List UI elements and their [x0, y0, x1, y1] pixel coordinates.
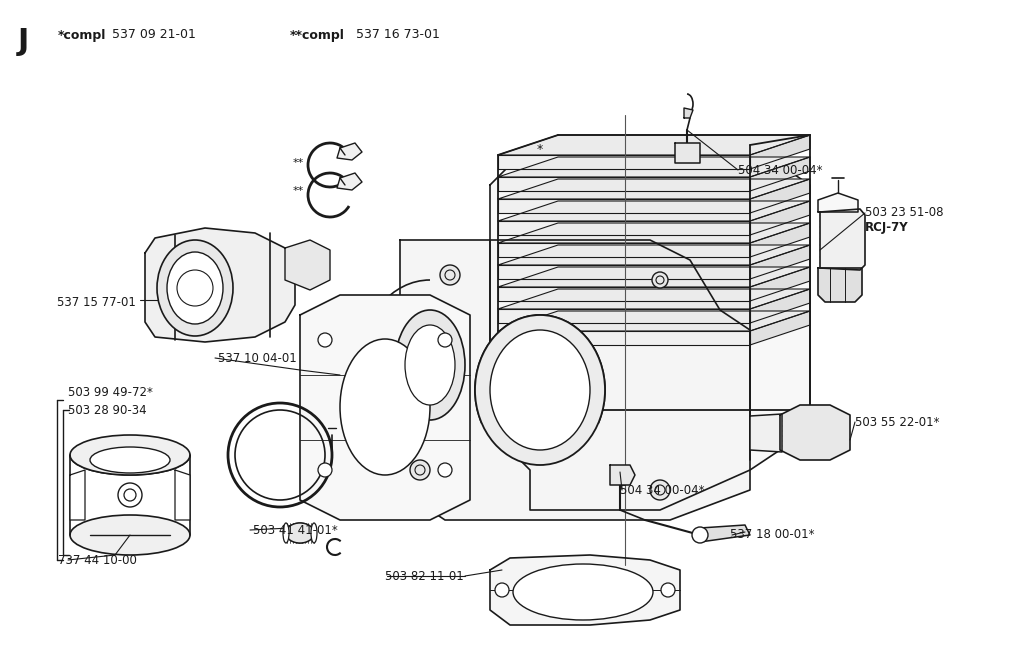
Circle shape: [650, 480, 670, 500]
Ellipse shape: [283, 523, 289, 543]
Polygon shape: [490, 555, 680, 625]
Polygon shape: [818, 193, 858, 212]
Polygon shape: [750, 179, 810, 213]
Text: *: *: [537, 143, 544, 157]
Polygon shape: [175, 470, 190, 520]
Ellipse shape: [406, 325, 455, 405]
Circle shape: [118, 483, 142, 507]
Polygon shape: [750, 267, 810, 301]
Polygon shape: [780, 405, 850, 460]
Text: *compl: *compl: [58, 29, 106, 41]
Polygon shape: [498, 223, 810, 243]
Ellipse shape: [286, 523, 314, 543]
Text: 503 99 49-72*: 503 99 49-72*: [68, 386, 153, 400]
Polygon shape: [498, 289, 810, 309]
Polygon shape: [750, 245, 810, 279]
Polygon shape: [498, 331, 750, 345]
Text: J: J: [18, 27, 30, 56]
Text: 737 44 10-00: 737 44 10-00: [58, 553, 137, 566]
Polygon shape: [750, 223, 810, 257]
Text: 537 10 04-01: 537 10 04-01: [218, 351, 297, 364]
Text: 537 09 21-01: 537 09 21-01: [112, 29, 196, 41]
Circle shape: [438, 463, 452, 477]
Circle shape: [662, 583, 675, 597]
Polygon shape: [700, 525, 750, 542]
Polygon shape: [820, 209, 865, 270]
Polygon shape: [610, 465, 635, 485]
Text: 504 34 00-04*: 504 34 00-04*: [738, 163, 822, 176]
Polygon shape: [498, 245, 810, 265]
Polygon shape: [750, 289, 810, 323]
Ellipse shape: [157, 240, 233, 336]
Text: 504 34 00-04*: 504 34 00-04*: [620, 483, 705, 496]
Polygon shape: [498, 311, 810, 331]
Circle shape: [652, 272, 668, 288]
Polygon shape: [498, 199, 750, 213]
Polygon shape: [750, 201, 810, 235]
Circle shape: [410, 460, 430, 480]
Text: 503 82 11-01: 503 82 11-01: [385, 570, 464, 583]
Text: 503 28 90-34: 503 28 90-34: [68, 404, 146, 417]
Polygon shape: [70, 470, 85, 520]
Polygon shape: [498, 179, 810, 199]
Text: 503 55 22-01*: 503 55 22-01*: [855, 415, 939, 428]
Polygon shape: [145, 228, 295, 342]
Circle shape: [438, 333, 452, 347]
Ellipse shape: [90, 447, 170, 473]
Circle shape: [495, 583, 509, 597]
Text: 537 15 77-01: 537 15 77-01: [57, 295, 136, 308]
Circle shape: [318, 463, 332, 477]
Ellipse shape: [286, 523, 314, 543]
Polygon shape: [498, 201, 810, 221]
Polygon shape: [750, 157, 810, 191]
Ellipse shape: [513, 564, 653, 620]
Ellipse shape: [340, 339, 430, 475]
Ellipse shape: [475, 315, 605, 465]
Polygon shape: [498, 221, 750, 235]
Polygon shape: [750, 414, 782, 452]
Ellipse shape: [692, 527, 708, 543]
Polygon shape: [498, 267, 810, 287]
Polygon shape: [400, 240, 750, 520]
Text: **: **: [293, 186, 304, 196]
Ellipse shape: [311, 523, 317, 543]
Text: 537 16 73-01: 537 16 73-01: [356, 29, 440, 41]
Polygon shape: [300, 295, 470, 520]
Text: 503 41 41-01*: 503 41 41-01*: [253, 524, 338, 537]
Circle shape: [440, 265, 460, 285]
Polygon shape: [498, 265, 750, 279]
Text: 537 18 00-01*: 537 18 00-01*: [730, 529, 814, 542]
Polygon shape: [285, 240, 330, 290]
Polygon shape: [818, 268, 862, 302]
Polygon shape: [498, 155, 750, 169]
Polygon shape: [490, 145, 810, 510]
Polygon shape: [684, 108, 693, 118]
Polygon shape: [498, 177, 750, 191]
Text: **: **: [293, 158, 304, 168]
Ellipse shape: [395, 310, 465, 420]
Polygon shape: [675, 143, 700, 163]
Ellipse shape: [167, 252, 223, 324]
Polygon shape: [750, 135, 810, 169]
Text: **compl: **compl: [290, 29, 345, 41]
Polygon shape: [498, 135, 810, 155]
Polygon shape: [498, 309, 750, 323]
Polygon shape: [498, 243, 750, 257]
Polygon shape: [337, 143, 362, 160]
Ellipse shape: [490, 330, 590, 450]
Ellipse shape: [70, 435, 190, 475]
Ellipse shape: [70, 515, 190, 555]
Polygon shape: [750, 311, 810, 345]
Polygon shape: [498, 157, 810, 177]
Polygon shape: [337, 173, 362, 190]
Polygon shape: [498, 287, 750, 301]
Text: 503 23 51-08: 503 23 51-08: [865, 207, 943, 220]
Text: RCJ-7Y: RCJ-7Y: [865, 222, 908, 235]
Circle shape: [318, 333, 332, 347]
